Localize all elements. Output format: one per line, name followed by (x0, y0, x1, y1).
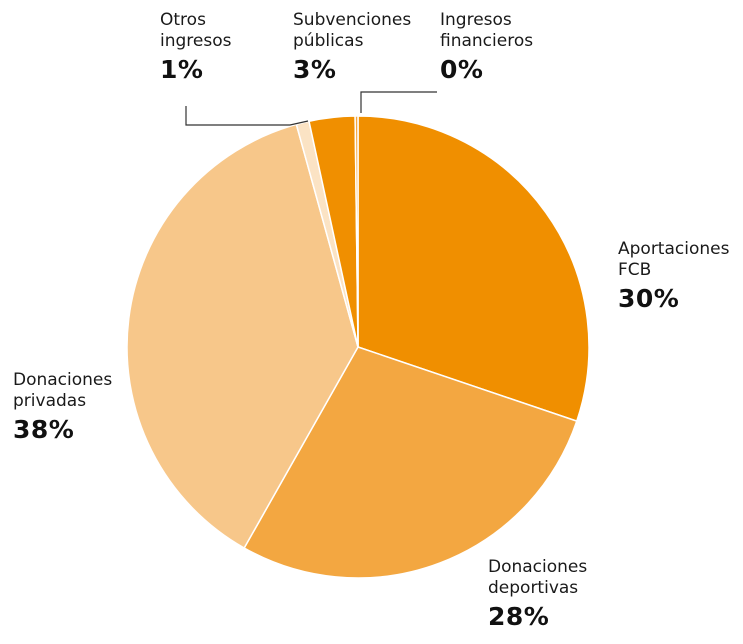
slice-percent: 38% (13, 414, 75, 444)
slice-percent: 3% (293, 54, 337, 84)
leader-lines (185, 91, 437, 126)
label-otros-ingresos: Otros ingresos 1% (160, 10, 231, 85)
leader-line-otros-ingresos (185, 106, 309, 126)
slice-name: públicas (293, 31, 364, 52)
label-donaciones-deportivas: Donaciones deportivas 28% (488, 557, 587, 632)
slice-name: deportivas (488, 578, 579, 599)
pie-slice-aportaciones-fcb (357, 115, 590, 423)
label-aportaciones-fcb: Aportaciones FCB 30% (618, 239, 729, 314)
label-subvenciones-publicas: Subvenciones públicas 3% (293, 10, 411, 85)
slice-name: Donaciones (13, 370, 113, 390)
slice-percent: 0% (440, 54, 484, 84)
slice-name: Aportaciones (618, 239, 730, 259)
slice-name: privadas (13, 391, 87, 412)
slice-name: Otros (160, 10, 206, 30)
pie-slice-donaciones-privadas (126, 123, 359, 550)
pie-slices (126, 115, 590, 579)
slice-name: ingresos (160, 31, 232, 52)
pie-slice-donaciones-deportivas (243, 346, 578, 579)
slice-percent: 1% (160, 54, 204, 84)
slice-name: financieros (440, 31, 534, 52)
slice-name: Ingresos (440, 10, 512, 30)
slice-percent: 30% (618, 283, 680, 313)
pie-slice-ingresos-financieros (354, 115, 359, 348)
slice-name: Subvenciones (293, 10, 412, 30)
slice-name: Donaciones (488, 557, 588, 577)
label-donaciones-privadas: Donaciones privadas 38% (13, 370, 112, 445)
slice-percent: 28% (488, 601, 550, 631)
leader-line-ingresos-financieros (360, 91, 437, 113)
label-ingresos-financieros: Ingresos financieros 0% (440, 10, 533, 85)
slice-name: FCB (618, 260, 652, 281)
